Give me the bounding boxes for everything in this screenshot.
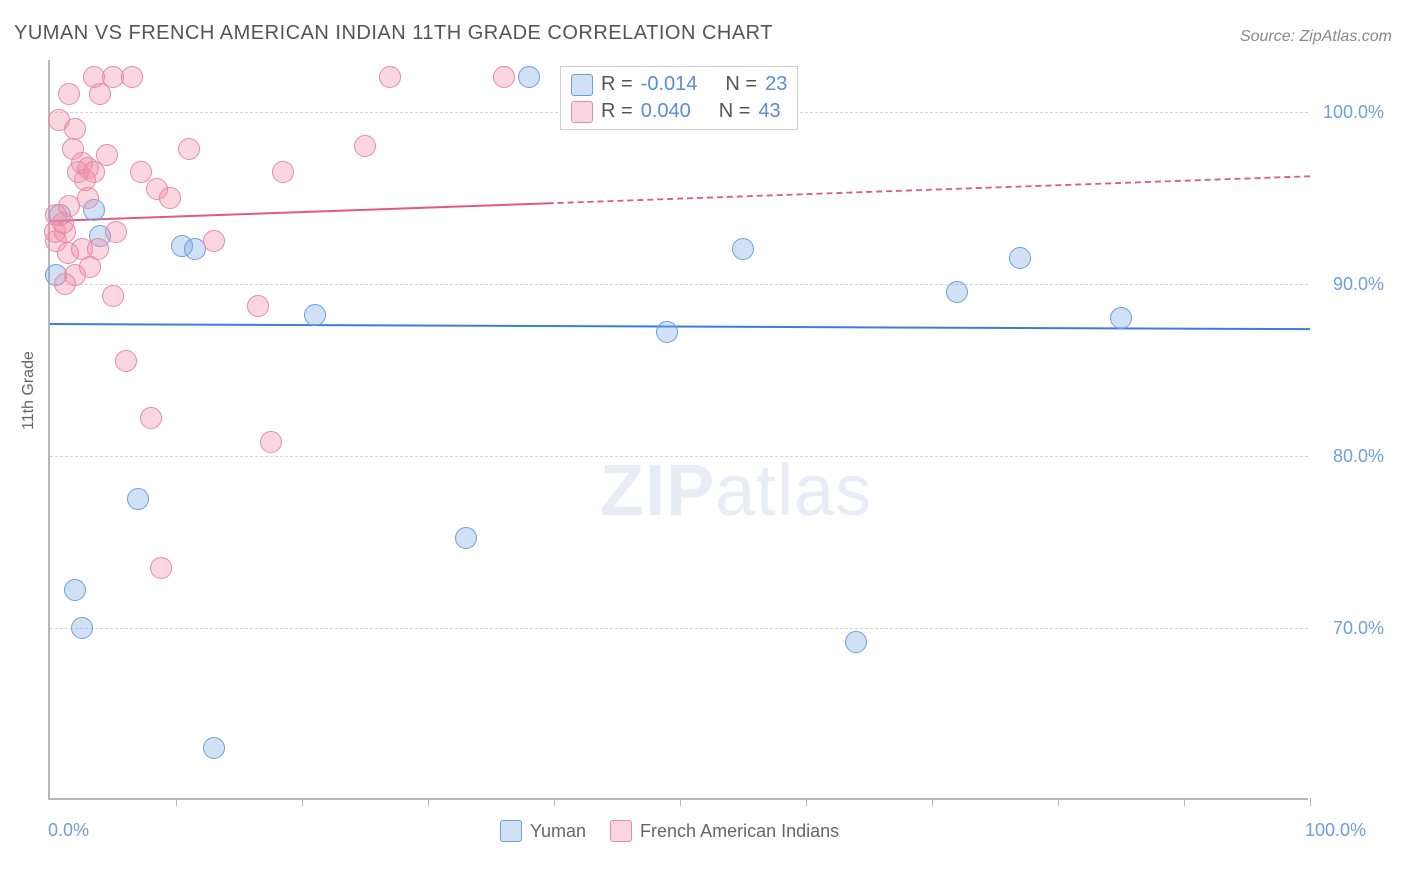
- data-point: [260, 431, 282, 453]
- legend-row: R = 0.040 N = 43: [571, 98, 787, 125]
- legend-correlation: R =-0.014N =23R =0.040N =43: [560, 66, 798, 130]
- legend-swatch: [500, 820, 522, 842]
- data-point: [140, 407, 162, 429]
- data-point: [656, 321, 678, 343]
- data-point: [87, 238, 109, 260]
- data-point: [54, 221, 76, 243]
- x-tick: [176, 798, 177, 806]
- data-point: [379, 66, 401, 88]
- data-point: [493, 66, 515, 88]
- x-tick: [1310, 798, 1311, 806]
- legend-swatch: [571, 101, 593, 123]
- legend-r-label: R =: [601, 73, 633, 96]
- data-point: [115, 350, 137, 372]
- data-point: [77, 187, 99, 209]
- x-tick: [806, 798, 807, 806]
- legend-series-item: French American Indians: [610, 820, 839, 842]
- data-point: [96, 144, 118, 166]
- legend-swatch: [610, 820, 632, 842]
- data-point: [121, 66, 143, 88]
- x-tick: [428, 798, 429, 806]
- plot-area: ZIPatlas: [48, 60, 1308, 800]
- trend-line: [50, 202, 554, 222]
- x-axis-max-label: 100.0%: [1305, 820, 1366, 841]
- data-point: [845, 631, 867, 653]
- data-point: [247, 295, 269, 317]
- legend-r-value: -0.014: [641, 73, 698, 96]
- source-label: Source: ZipAtlas.com: [1240, 28, 1392, 46]
- data-point: [354, 135, 376, 157]
- legend-swatch: [571, 74, 593, 96]
- legend-n-label: N =: [719, 100, 751, 123]
- y-axis-label: 11th Grade: [20, 351, 38, 430]
- legend-row: R = -0.014 N = 23: [571, 71, 787, 98]
- watermark-thin: atlas: [715, 451, 872, 531]
- data-point: [203, 737, 225, 759]
- watermark-bold: ZIP: [600, 451, 715, 531]
- legend-series-item: Yuman: [500, 820, 586, 842]
- data-point: [130, 161, 152, 183]
- legend-r-value: 0.040: [641, 100, 691, 123]
- data-point: [946, 281, 968, 303]
- legend-n-label: N =: [725, 73, 757, 96]
- data-point: [159, 187, 181, 209]
- chart-title: YUMAN VS FRENCH AMERICAN INDIAN 11TH GRA…: [14, 22, 773, 45]
- data-point: [203, 230, 225, 252]
- watermark: ZIPatlas: [600, 450, 872, 532]
- data-point: [64, 118, 86, 140]
- x-tick: [1184, 798, 1185, 806]
- gridline: [50, 456, 1308, 457]
- x-tick: [932, 798, 933, 806]
- data-point: [178, 138, 200, 160]
- gridline: [50, 284, 1308, 285]
- legend-series-name: Yuman: [530, 821, 586, 842]
- y-tick-label: 80.0%: [1333, 446, 1384, 467]
- legend-n-value: 43: [758, 100, 780, 123]
- x-tick: [1058, 798, 1059, 806]
- y-tick-label: 100.0%: [1323, 102, 1384, 123]
- chart-container: YUMAN VS FRENCH AMERICAN INDIAN 11TH GRA…: [0, 0, 1406, 892]
- data-point: [732, 238, 754, 260]
- data-point: [64, 579, 86, 601]
- legend-series: Yuman French American Indians: [500, 820, 839, 842]
- data-point: [150, 557, 172, 579]
- legend-n-value: 23: [765, 73, 787, 96]
- data-point: [127, 488, 149, 510]
- data-point: [272, 161, 294, 183]
- legend-series-name: French American Indians: [640, 821, 839, 842]
- data-point: [105, 221, 127, 243]
- data-point: [58, 83, 80, 105]
- y-tick-label: 90.0%: [1333, 274, 1384, 295]
- data-point: [1110, 307, 1132, 329]
- y-tick-label: 70.0%: [1333, 618, 1384, 639]
- data-point: [1009, 247, 1031, 269]
- x-tick: [302, 798, 303, 806]
- gridline: [50, 628, 1308, 629]
- data-point: [102, 285, 124, 307]
- data-point: [304, 304, 326, 326]
- x-tick: [554, 798, 555, 806]
- data-point: [455, 527, 477, 549]
- x-axis-min-label: 0.0%: [48, 820, 89, 841]
- data-point: [518, 66, 540, 88]
- data-point: [71, 617, 93, 639]
- x-tick: [680, 798, 681, 806]
- legend-r-label: R =: [601, 100, 633, 123]
